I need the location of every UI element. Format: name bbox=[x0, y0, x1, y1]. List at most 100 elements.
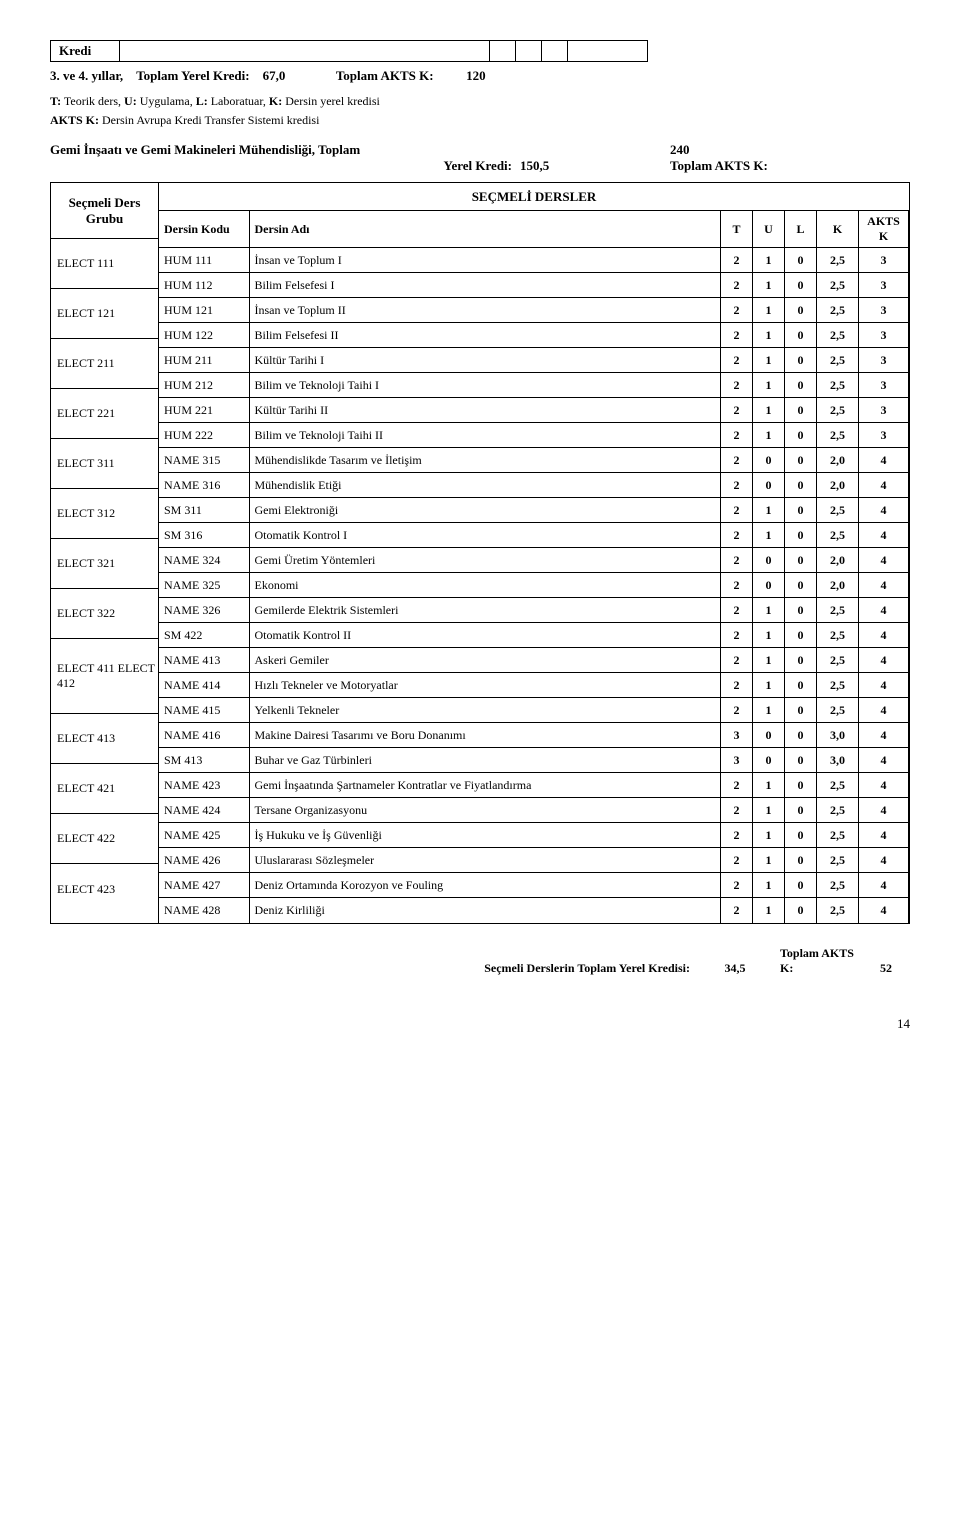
table-row: NAME 414Hızlı Tekneler ve Motoryatlar210… bbox=[159, 673, 909, 698]
cell-t: 2 bbox=[721, 548, 753, 573]
cell-t: 2 bbox=[721, 873, 753, 898]
cell-l: 0 bbox=[785, 448, 817, 473]
cell-t: 2 bbox=[721, 623, 753, 648]
cell-t: 2 bbox=[721, 823, 753, 848]
cell-code: NAME 426 bbox=[159, 848, 249, 873]
cell-name: Yelkenli Tekneler bbox=[249, 698, 721, 723]
cell-k: 2,5 bbox=[817, 298, 859, 323]
cell-akts: 4 bbox=[859, 473, 909, 498]
cell-t: 2 bbox=[721, 348, 753, 373]
cell-u: 1 bbox=[753, 248, 785, 273]
cell-k: 2,5 bbox=[817, 823, 859, 848]
kredi-cell-3 bbox=[542, 40, 568, 62]
cell-code: SM 311 bbox=[159, 498, 249, 523]
cell-t: 2 bbox=[721, 373, 753, 398]
cell-name: Kültür Tarihi I bbox=[249, 348, 721, 373]
cell-t: 3 bbox=[721, 748, 753, 773]
cell-t: 2 bbox=[721, 773, 753, 798]
cell-akts: 4 bbox=[859, 798, 909, 823]
cell-name: İş Hukuku ve İş Güvenliği bbox=[249, 823, 721, 848]
cell-name: Makine Dairesi Tasarımı ve Boru Donanımı bbox=[249, 723, 721, 748]
col-l-header: L bbox=[785, 211, 817, 248]
note-u-txt: Uygulama, bbox=[137, 94, 196, 108]
cell-name: Tersane Organizasyonu bbox=[249, 798, 721, 823]
cell-t: 2 bbox=[721, 423, 753, 448]
cell-l: 0 bbox=[785, 623, 817, 648]
main-table-wrap: SEÇMELİ DERSLER Dersin Kodu Dersin Adı T… bbox=[158, 182, 910, 924]
footer-right-label: Toplam AKTS K: bbox=[780, 946, 860, 976]
cell-name: Mühendislik Etiği bbox=[249, 473, 721, 498]
cell-l: 0 bbox=[785, 248, 817, 273]
cell-k: 2,5 bbox=[817, 898, 859, 923]
cell-u: 1 bbox=[753, 373, 785, 398]
cell-l: 0 bbox=[785, 798, 817, 823]
col-code-header: Dersin Kodu bbox=[159, 211, 249, 248]
table-row: NAME 326Gemilerde Elektrik Sistemleri210… bbox=[159, 598, 909, 623]
cell-k: 2,0 bbox=[817, 573, 859, 598]
cell-l: 0 bbox=[785, 298, 817, 323]
group-label: ELECT 111 bbox=[51, 239, 158, 289]
cell-name: Deniz Ortamında Korozyon ve Fouling bbox=[249, 873, 721, 898]
cell-code: NAME 416 bbox=[159, 723, 249, 748]
cell-l: 0 bbox=[785, 598, 817, 623]
note-u-bold: U: bbox=[124, 94, 137, 108]
cell-code: HUM 112 bbox=[159, 273, 249, 298]
cell-t: 2 bbox=[721, 698, 753, 723]
group-label: ELECT 312 bbox=[51, 489, 158, 539]
cell-u: 1 bbox=[753, 823, 785, 848]
elective-title: SEÇMELİ DERSLER bbox=[159, 183, 909, 211]
cell-akts: 4 bbox=[859, 548, 909, 573]
table-row: SM 422Otomatik Kontrol II2102,54 bbox=[159, 623, 909, 648]
cell-code: HUM 222 bbox=[159, 423, 249, 448]
note-l-bold: L: bbox=[196, 94, 208, 108]
col-u-header: U bbox=[753, 211, 785, 248]
cell-akts: 3 bbox=[859, 373, 909, 398]
cell-u: 1 bbox=[753, 398, 785, 423]
table-row: NAME 424Tersane Organizasyonu2102,54 bbox=[159, 798, 909, 823]
cell-k: 3,0 bbox=[817, 723, 859, 748]
cell-name: Askeri Gemiler bbox=[249, 648, 721, 673]
program-total-line-2: Yerel Kredi: 150,5 Toplam AKTS K: bbox=[50, 158, 910, 174]
cell-code: NAME 414 bbox=[159, 673, 249, 698]
cell-akts: 3 bbox=[859, 398, 909, 423]
cell-code: HUM 111 bbox=[159, 248, 249, 273]
note-line-2: AKTS K: Dersin Avrupa Kredi Transfer Sis… bbox=[50, 113, 910, 128]
cell-code: SM 422 bbox=[159, 623, 249, 648]
cell-u: 1 bbox=[753, 798, 785, 823]
cell-l: 0 bbox=[785, 673, 817, 698]
cell-l: 0 bbox=[785, 848, 817, 873]
cell-akts: 4 bbox=[859, 773, 909, 798]
cell-code: HUM 211 bbox=[159, 348, 249, 373]
table-row: NAME 426Uluslararası Sözleşmeler2102,54 bbox=[159, 848, 909, 873]
cell-u: 1 bbox=[753, 323, 785, 348]
year-totals-line: 3. ve 4. yıllar, Toplam Yerel Kredi: 67,… bbox=[50, 68, 910, 84]
table-row: NAME 428Deniz Kirliliği2102,54 bbox=[159, 898, 909, 923]
cell-k: 2,5 bbox=[817, 648, 859, 673]
table-row: HUM 222Bilim ve Teknoloji Taihi II2102,5… bbox=[159, 423, 909, 448]
cell-k: 2,5 bbox=[817, 848, 859, 873]
cell-t: 2 bbox=[721, 273, 753, 298]
program-total-value: 240 bbox=[670, 142, 690, 157]
cell-t: 2 bbox=[721, 248, 753, 273]
cell-l: 0 bbox=[785, 723, 817, 748]
table-row: NAME 416Makine Dairesi Tasarımı ve Boru … bbox=[159, 723, 909, 748]
cell-u: 1 bbox=[753, 848, 785, 873]
cell-akts: 4 bbox=[859, 673, 909, 698]
note-line-1: T: Teorik ders, U: Uygulama, L: Laboratu… bbox=[50, 94, 910, 109]
cell-l: 0 bbox=[785, 573, 817, 598]
cell-u: 1 bbox=[753, 273, 785, 298]
table-row: NAME 315Mühendislikde Tasarım ve İletişi… bbox=[159, 448, 909, 473]
cell-u: 1 bbox=[753, 298, 785, 323]
cell-l: 0 bbox=[785, 423, 817, 448]
group-label: ELECT 211 bbox=[51, 339, 158, 389]
cell-t: 2 bbox=[721, 898, 753, 923]
cell-u: 1 bbox=[753, 348, 785, 373]
cell-u: 1 bbox=[753, 698, 785, 723]
cell-u: 1 bbox=[753, 423, 785, 448]
cell-u: 1 bbox=[753, 623, 785, 648]
table-row: HUM 111İnsan ve Toplum I2102,53 bbox=[159, 248, 909, 273]
table-row: HUM 122Bilim Felsefesi II2102,53 bbox=[159, 323, 909, 348]
cell-akts: 4 bbox=[859, 598, 909, 623]
group-label: ELECT 411 ELECT 412 bbox=[51, 639, 158, 714]
cell-name: Bilim Felsefesi I bbox=[249, 273, 721, 298]
